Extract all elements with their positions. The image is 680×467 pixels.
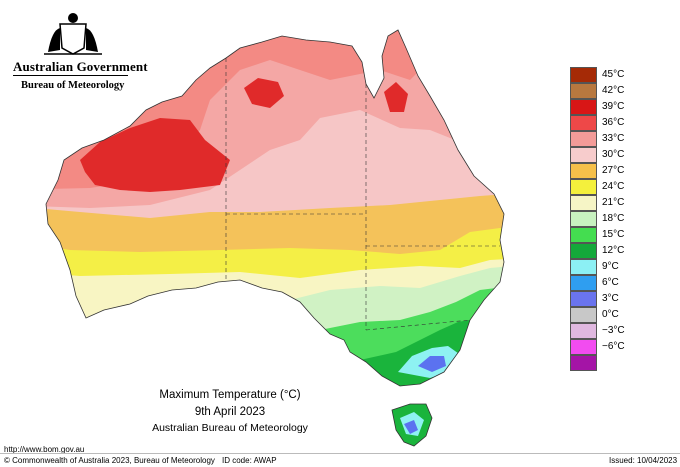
legend-label: 18°C [602,213,625,224]
legend-swatch [570,211,597,227]
legend-item: 12°C [570,243,670,259]
map-source: Australian Bureau of Meteorology [152,422,308,434]
bureau-title: Bureau of Meteorology [21,80,125,91]
legend-swatch [570,163,597,179]
legend-label: 12°C [602,245,625,256]
footer-id-code: ID code: AWAP [222,456,277,465]
coat-of-arms-icon [44,13,102,55]
legend-swatch [570,115,597,131]
legend-label: −3°C [602,325,625,336]
map-date: 9th April 2023 [194,406,266,418]
mainland-coastline [45,29,505,387]
legend-label: 6°C [602,277,619,288]
footer-issued: Issued: 10/04/2023 [609,456,678,465]
legend-item: 9°C [570,259,670,275]
legend-label: −6°C [602,341,625,352]
legend-item: 24°C [570,179,670,195]
legend-label: 27°C [602,165,625,176]
legend-item: 3°C [570,291,670,307]
footer-copyright: © Commonwealth of Australia 2023, Bureau… [4,456,215,465]
legend-label: 15°C [602,229,625,240]
coat-of-arms-logo [8,8,138,98]
footer-divider [0,453,680,454]
band-39-42-west [80,118,230,192]
legend-swatch [570,99,597,115]
legend-item: −3°C [570,323,670,339]
legend-swatch [570,67,597,83]
legend-item: 42°C [570,83,670,99]
legend-item: 39°C [570,99,670,115]
legend-label: 39°C [602,101,625,112]
legend-swatch [570,179,597,195]
legend-swatch [570,307,597,323]
legend-label: 21°C [602,197,625,208]
legend-swatch [570,227,597,243]
legend-swatch [570,275,597,291]
legend-swatch [570,355,597,371]
legend-swatch [570,259,597,275]
legend-swatch [570,323,597,339]
band-39-42-nt [244,78,284,108]
band-27-30 [46,190,504,386]
tasmania-band-6-9 [404,420,418,434]
legend-item: −6°C [570,339,670,355]
legend-item: 27°C [570,163,670,179]
legend-label: 33°C [602,133,625,144]
legend-item: 18°C [570,211,670,227]
legend-label: 42°C [602,85,625,96]
legend-item: 15°C [570,227,670,243]
tasmania [391,403,433,447]
legend-item: 45°C [570,67,670,83]
state-borders [225,58,500,331]
logo-divider [13,75,128,76]
band-6-9 [418,356,446,372]
legend-label: 45°C [602,69,625,80]
legend-swatch [570,147,597,163]
legend-item: 33°C [570,131,670,147]
legend-label: 36°C [602,117,625,128]
legend-item: 0°C [570,307,670,323]
legend-swatch [570,243,597,259]
footer-url[interactable]: http://www.bom.gov.au [4,445,85,454]
legend-item [570,355,670,371]
band-12-15 [360,312,504,386]
legend-item: 36°C [570,115,670,131]
legend-swatch [570,339,597,355]
legend-swatch [570,291,597,307]
legend-swatch [570,131,597,147]
legend-label: 30°C [602,149,625,160]
legend-label: 24°C [602,181,625,192]
government-title: Australian Government [13,59,148,74]
legend-label: 9°C [602,261,619,272]
map-title: Maximum Temperature (°C) [159,389,301,401]
legend-item: 6°C [570,275,670,291]
legend-label: 3°C [602,293,619,304]
legend-swatch [570,83,597,99]
legend-label: 0°C [602,309,619,320]
legend-item: 30°C [570,147,670,163]
legend-item: 21°C [570,195,670,211]
band-39-42-qld [384,82,408,112]
legend-swatch [570,195,597,211]
